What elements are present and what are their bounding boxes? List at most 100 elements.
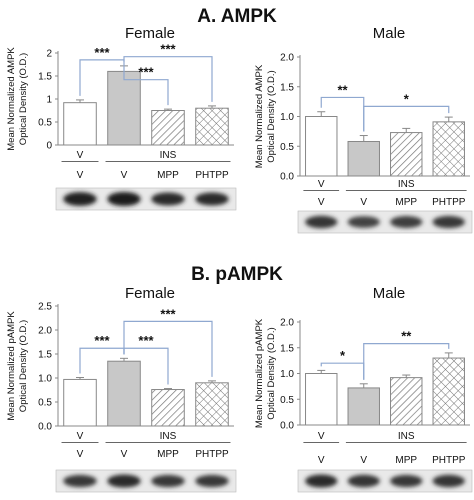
- y-tick-label: 0.0: [38, 422, 52, 433]
- blot-band: [390, 474, 423, 488]
- y-tick-label: 2.0: [38, 326, 52, 337]
- x-tick-label: PHTPP: [195, 170, 229, 181]
- x-tick-label: MPP: [395, 197, 417, 208]
- bar: [305, 116, 338, 177]
- x-tick-label: V: [318, 455, 325, 466]
- bar: [432, 357, 465, 426]
- group-label: V: [318, 179, 325, 190]
- bar: [432, 121, 465, 177]
- y-axis-label: Optical Density (O.D.): [18, 53, 29, 145]
- x-tick-label: V: [77, 170, 84, 181]
- significance-bracket: [363, 105, 450, 132]
- group-label: INS: [160, 431, 177, 442]
- x-tick-label: V: [121, 170, 128, 181]
- significance-label: ***: [94, 45, 110, 60]
- blot-band: [195, 192, 229, 206]
- bar: [151, 389, 185, 427]
- bar: [63, 378, 97, 427]
- panel-title: Male: [373, 285, 406, 302]
- significance-label: ***: [160, 42, 176, 57]
- group-label: V: [77, 150, 84, 161]
- x-tick-label: MPP: [157, 170, 179, 181]
- section-title: B. pAMPK: [191, 264, 283, 285]
- significance-bracket: [123, 320, 213, 377]
- group-label: V: [77, 431, 84, 442]
- x-tick-label: PHTPP: [432, 197, 466, 208]
- y-axis-label: Mean Normalized AMPK: [254, 64, 265, 168]
- y-tick-label: 0.0: [280, 172, 294, 183]
- y-tick-label: 0.0: [280, 421, 294, 432]
- chart-panel-A-female: Female Mean Normalized AMPK Optical Densit…: [6, 25, 237, 211]
- significance-bracket: [123, 56, 213, 102]
- y-tick-label: 1.0: [38, 374, 52, 385]
- blot-band: [305, 474, 338, 488]
- blot-band: [390, 216, 423, 228]
- blot-band: [151, 474, 185, 488]
- y-tick-label: 0: [46, 141, 52, 152]
- y-axis-label: Optical Density (O.D.): [18, 320, 29, 412]
- bar: [151, 110, 185, 146]
- group-label: V: [318, 431, 325, 442]
- blot-band: [347, 474, 380, 488]
- blot-band: [107, 192, 141, 206]
- significance-label: **: [401, 329, 412, 344]
- y-axis-label: Optical Density (O.D.): [266, 70, 277, 162]
- y-tick-label: 2.0: [280, 318, 294, 329]
- y-tick-label: 0.5: [280, 142, 294, 153]
- group-label: INS: [160, 150, 177, 161]
- significance-bracket: [363, 343, 450, 380]
- significance-label: **: [337, 82, 348, 97]
- bar: [107, 70, 141, 146]
- significance-bracket: [123, 61, 169, 106]
- bar: [390, 377, 423, 426]
- blot-band: [432, 215, 465, 229]
- x-tick-label: V: [318, 197, 325, 208]
- group-label: INS: [398, 179, 415, 190]
- chart-panel-A-male: Male Mean Normalized AMPK Optical Density …: [254, 25, 473, 234]
- x-tick-label: V: [121, 449, 128, 460]
- y-tick-label: 1.5: [38, 350, 52, 361]
- x-tick-label: PHTPP: [195, 449, 229, 460]
- panel-title: Male: [373, 25, 406, 42]
- significance-label: *: [340, 348, 346, 363]
- blot-band: [63, 192, 97, 206]
- x-tick-label: MPP: [395, 455, 417, 466]
- bar: [63, 102, 97, 146]
- y-tick-label: 1.5: [38, 72, 52, 83]
- y-axis-label: Mean Normalized pAMPK: [254, 318, 265, 428]
- y-tick-label: 0.5: [280, 395, 294, 406]
- x-tick-label: V: [360, 455, 367, 466]
- significance-label: ***: [160, 306, 176, 321]
- bar: [347, 387, 380, 426]
- section-title: A. AMPK: [197, 6, 277, 27]
- western-blot: [55, 187, 237, 211]
- y-axis-label: Mean Normalized AMPK: [6, 47, 17, 151]
- bar: [390, 132, 423, 177]
- blot-band: [151, 192, 185, 206]
- bar: [195, 382, 229, 427]
- significance-label: ***: [94, 333, 110, 348]
- y-tick-label: 2: [46, 49, 52, 60]
- blot-band: [347, 216, 380, 228]
- bar: [347, 140, 380, 177]
- y-tick-label: 2.0: [280, 53, 294, 64]
- significance-label: ***: [138, 65, 154, 80]
- chart-panel-B-female: Female Mean Normalized pAMPK Optical Densi…: [6, 285, 237, 493]
- y-tick-label: 0.5: [38, 398, 52, 409]
- blot-band: [107, 474, 141, 488]
- blot-band: [63, 474, 97, 488]
- western-blot: [297, 469, 473, 493]
- y-tick-label: 1.5: [280, 343, 294, 354]
- group-label: INS: [398, 431, 415, 442]
- western-blot: [297, 210, 473, 234]
- panel-title: Female: [125, 25, 175, 42]
- x-tick-label: V: [360, 197, 367, 208]
- western-blot: [55, 469, 237, 493]
- y-axis-label: Optical Density (O.D.): [266, 327, 277, 419]
- y-tick-label: 1.5: [280, 82, 294, 93]
- y-tick-label: 0.5: [38, 118, 52, 129]
- significance-label: *: [404, 91, 410, 106]
- blot-band: [305, 215, 338, 229]
- bar: [195, 107, 229, 146]
